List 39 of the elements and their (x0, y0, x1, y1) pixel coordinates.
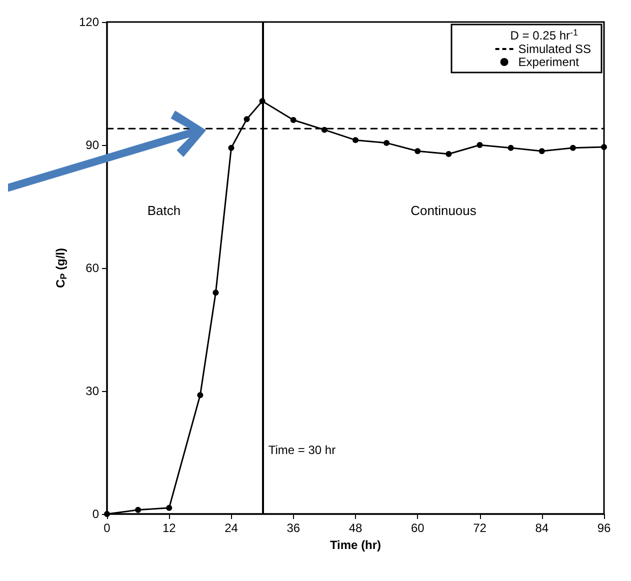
x-tick-label: 36 (286, 521, 300, 535)
y-tick-label: 30 (86, 384, 100, 398)
point (166, 504, 172, 511)
point (321, 126, 328, 133)
y-axis-title: CP (g/l) (54, 248, 69, 288)
ref-line-label: Time = 30 hr (268, 443, 336, 458)
point (446, 151, 452, 158)
x-tick-label: 84 (535, 521, 549, 535)
point (197, 392, 204, 398)
point (414, 148, 421, 154)
annotation: Continuous (410, 203, 477, 218)
x-tick-label: 0 (104, 521, 111, 535)
point (476, 142, 483, 148)
legend-label: Simulated SS (518, 42, 591, 56)
point (352, 137, 358, 144)
point (384, 140, 390, 146)
point (228, 144, 234, 151)
x-tick-label: 96 (597, 521, 611, 535)
legend-label: Experiment (518, 55, 580, 69)
annotation: Batch (147, 203, 181, 218)
point (290, 116, 296, 123)
point (508, 144, 514, 151)
y-tick-label: 0 (92, 507, 100, 521)
point (538, 148, 545, 154)
y-tick-label: 120 (78, 15, 100, 29)
x-tick-label: 48 (348, 521, 362, 535)
point (570, 144, 576, 151)
x-axis-title: Time (hr) (330, 538, 382, 552)
x-tick-label: 72 (473, 521, 487, 535)
x-tick-label: 60 (410, 521, 425, 535)
y-tick-label: 90 (86, 138, 100, 152)
point (212, 290, 219, 296)
x-tick-label: 24 (224, 521, 238, 535)
x-tick-label: 12 (162, 521, 176, 535)
point (244, 116, 250, 122)
y-tick-label: 60 (86, 261, 100, 275)
point (135, 506, 142, 513)
point (104, 511, 110, 517)
point (601, 144, 607, 150)
